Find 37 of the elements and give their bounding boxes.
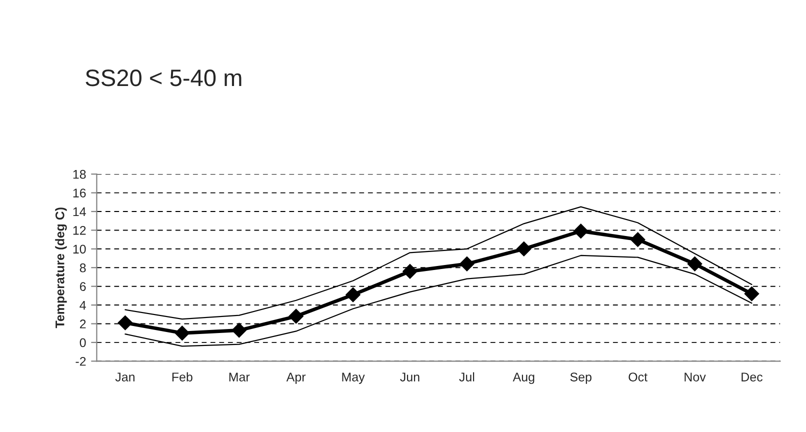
point (232, 322, 247, 338)
x-tick-label: Dec (742, 372, 763, 382)
chart-title: SS20 < 5-40 m (86, 70, 242, 86)
x-tick-label: Jul (459, 372, 474, 382)
y-tick-label: 2 (80, 320, 86, 328)
y-tick-label: 16 (73, 188, 86, 198)
point (118, 315, 133, 330)
x-tick-label: Oct (628, 372, 648, 382)
y-tick-label: 0 (80, 338, 86, 348)
x-tick-label: Mar (229, 372, 250, 382)
point (573, 224, 588, 239)
point (460, 256, 474, 272)
point (744, 286, 760, 302)
point (630, 232, 646, 247)
x-tick-label: Sep (570, 372, 592, 384)
x-tick-label: Jun (400, 372, 420, 382)
y-tick-label: -2 (76, 356, 86, 366)
point (288, 308, 304, 324)
y-tick-label: 10 (73, 244, 86, 254)
x-tick-label: Nov (684, 372, 706, 382)
y-tick-label: 14 (73, 207, 86, 216)
point (402, 264, 418, 279)
y-tick-label: 8 (80, 263, 86, 272)
x-tick-label: Apr (286, 372, 306, 384)
point (174, 326, 190, 340)
y-tick-label: 4 (80, 300, 86, 310)
point (516, 242, 532, 256)
y-axis-title: Temperature (deg C) (55, 208, 67, 328)
point (346, 287, 360, 302)
y-tick-label: 18 (73, 170, 86, 179)
x-tick-label: Aug (512, 372, 534, 384)
x-tick-label: Jan (115, 372, 134, 382)
y-tick-label: 6 (80, 282, 86, 291)
x-tick-label: Feb (172, 372, 192, 382)
x-tick-label: May (342, 372, 365, 384)
point (687, 256, 702, 272)
y-tick-label: 12 (73, 226, 86, 235)
